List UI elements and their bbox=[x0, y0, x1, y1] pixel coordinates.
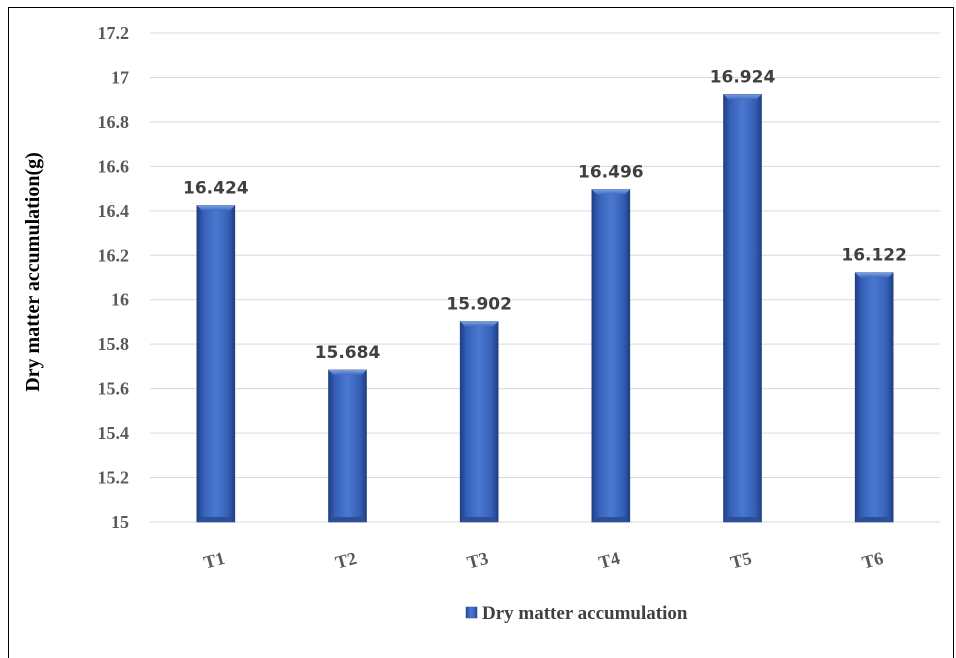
y-axis-ticks: 15 15.2 15.4 15.6 15.8 16 16.2 16.4 16.6 16.8 17 17… bbox=[98, 23, 130, 532]
legend: Dry matter accumulation bbox=[465, 603, 688, 624]
y-tick-label: 17 bbox=[111, 67, 129, 87]
data-labels: 16.424 15.684 15.902 16.496 16.924 16.122 bbox=[183, 67, 907, 363]
bar-T2 bbox=[328, 369, 367, 523]
gridlines bbox=[150, 32, 940, 523]
bar-base bbox=[591, 517, 630, 522]
y-tick-label: 15 bbox=[111, 512, 129, 532]
x-tick-label: T1 bbox=[202, 548, 227, 573]
y-tick-label: 15.6 bbox=[98, 379, 130, 399]
bar-base bbox=[460, 517, 499, 522]
bar-cap bbox=[723, 94, 762, 100]
y-tick-label: 16 bbox=[111, 290, 129, 310]
legend-label: Dry matter accumulation bbox=[482, 603, 688, 624]
x-tick-label: T5 bbox=[728, 548, 753, 573]
data-label: 15.902 bbox=[446, 295, 512, 315]
bar-T5 bbox=[723, 94, 762, 523]
y-tick-label: 15.8 bbox=[98, 334, 130, 354]
bar-cap bbox=[328, 369, 367, 375]
bar-cap bbox=[591, 189, 630, 195]
y-tick-label: 16.8 bbox=[98, 112, 130, 132]
bar-cap bbox=[196, 205, 235, 211]
bar-T4 bbox=[591, 189, 631, 523]
x-axis-ticks: T1 T2 T3 T4 T5 T6 bbox=[202, 548, 886, 573]
y-tick-label: 17.2 bbox=[98, 23, 130, 43]
bar-body bbox=[459, 321, 499, 523]
x-tick-label: T6 bbox=[860, 548, 885, 573]
y-tick-label: 16.2 bbox=[98, 245, 130, 265]
data-label: 16.924 bbox=[710, 67, 776, 87]
y-tick-label: 15.4 bbox=[98, 423, 130, 443]
y-tick-label: 16.6 bbox=[98, 156, 130, 176]
bar-base bbox=[196, 517, 235, 522]
legend-swatch bbox=[465, 606, 478, 619]
bar-T6 bbox=[854, 272, 894, 523]
y-tick-label: 16.4 bbox=[98, 201, 130, 221]
bar-body bbox=[328, 369, 367, 523]
data-label: 16.496 bbox=[578, 162, 644, 182]
bar-body bbox=[591, 189, 631, 523]
data-label: 16.424 bbox=[183, 178, 249, 198]
bar-base bbox=[855, 517, 894, 522]
bar-cap bbox=[460, 321, 499, 327]
x-tick-label: T4 bbox=[597, 548, 622, 573]
bar-body bbox=[196, 205, 236, 523]
bar-T1 bbox=[196, 205, 236, 523]
x-tick-label: T2 bbox=[333, 548, 358, 573]
y-tick-label: 15.2 bbox=[98, 468, 130, 488]
bars bbox=[196, 94, 894, 523]
bar-body bbox=[854, 272, 894, 523]
bar-base bbox=[723, 517, 762, 522]
data-label: 16.122 bbox=[841, 246, 907, 266]
bar-T3 bbox=[459, 321, 499, 523]
x-tick-label: T3 bbox=[465, 548, 490, 573]
bar-cap bbox=[855, 272, 894, 278]
bar-base bbox=[328, 517, 367, 522]
y-axis-label: Dry matter accumulation(g) bbox=[22, 152, 44, 392]
bar-body bbox=[723, 94, 762, 523]
data-label: 15.684 bbox=[315, 343, 381, 363]
